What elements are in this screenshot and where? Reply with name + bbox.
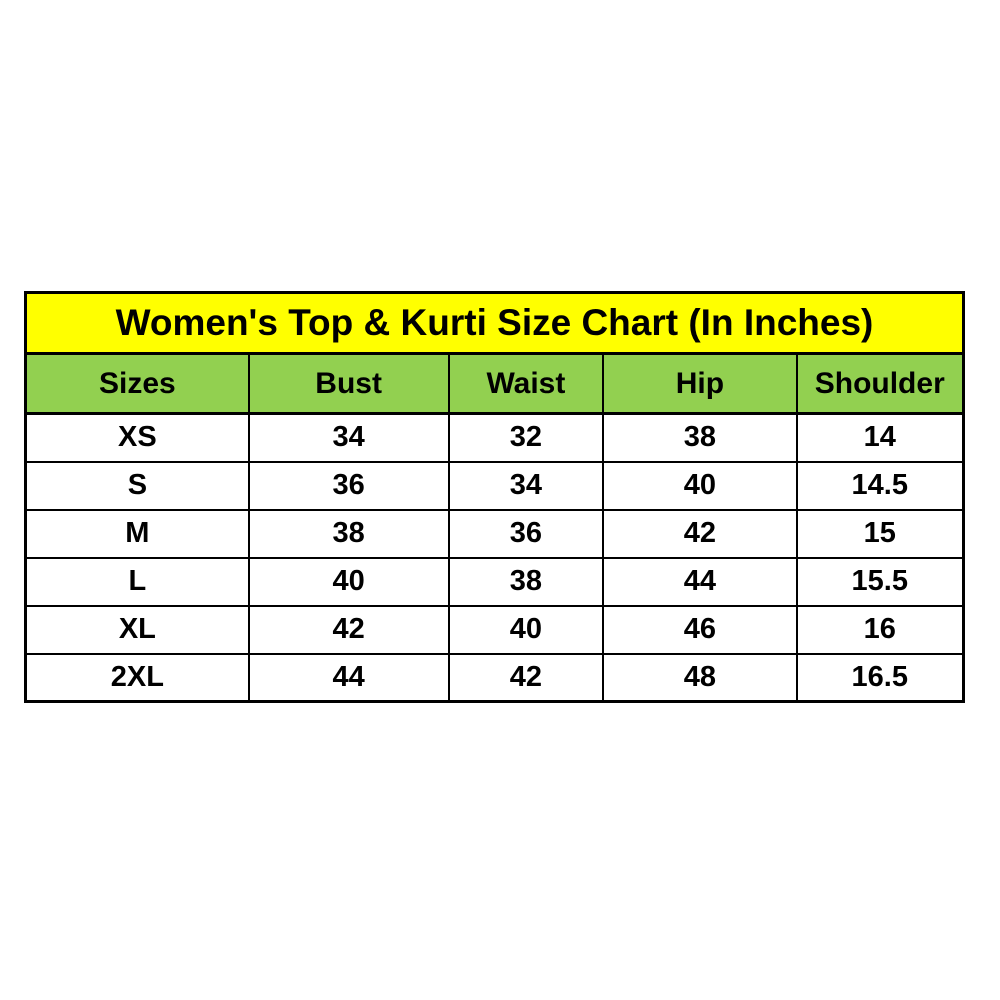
bust-value: 36 bbox=[247, 460, 450, 511]
waist-value: 36 bbox=[447, 508, 605, 559]
table-row-l: L 40 38 44 15.5 bbox=[24, 556, 965, 607]
column-header-waist: Waist bbox=[447, 352, 605, 415]
shoulder-value: 16 bbox=[795, 604, 965, 655]
shoulder-value: 16.5 bbox=[795, 652, 965, 703]
waist-value: 38 bbox=[447, 556, 605, 607]
column-header-bust: Bust bbox=[247, 352, 450, 415]
shoulder-value: 15 bbox=[795, 508, 965, 559]
hip-value: 46 bbox=[602, 604, 798, 655]
shoulder-value: 14.5 bbox=[795, 460, 965, 511]
waist-value: 34 bbox=[447, 460, 605, 511]
bust-value: 40 bbox=[247, 556, 450, 607]
waist-value: 42 bbox=[447, 652, 605, 703]
size-chart-table: Women's Top & Kurti Size Chart (In Inche… bbox=[24, 291, 965, 703]
title-row: Women's Top & Kurti Size Chart (In Inche… bbox=[24, 291, 965, 355]
hip-value: 42 bbox=[602, 508, 798, 559]
shoulder-value: 15.5 bbox=[795, 556, 965, 607]
bust-value: 38 bbox=[247, 508, 450, 559]
size-label: XL bbox=[24, 604, 250, 655]
table-row-xl: XL 42 40 46 16 bbox=[24, 604, 965, 655]
size-label: S bbox=[24, 460, 250, 511]
waist-value: 40 bbox=[447, 604, 605, 655]
shoulder-value: 14 bbox=[795, 412, 965, 463]
table-row-s: S 36 34 40 14.5 bbox=[24, 460, 965, 511]
column-header-shoulder: Shoulder bbox=[795, 352, 965, 415]
table-row-xs: XS 34 32 38 14 bbox=[24, 412, 965, 463]
chart-title: Women's Top & Kurti Size Chart (In Inche… bbox=[24, 291, 965, 355]
hip-value: 44 bbox=[602, 556, 798, 607]
bust-value: 42 bbox=[247, 604, 450, 655]
size-chart-container: Women's Top & Kurti Size Chart (In Inche… bbox=[24, 291, 965, 703]
column-header-row: Sizes Bust Waist Hip Shoulder bbox=[24, 352, 965, 415]
waist-value: 32 bbox=[447, 412, 605, 463]
size-label: M bbox=[24, 508, 250, 559]
column-header-hip: Hip bbox=[602, 352, 798, 415]
size-label: XS bbox=[24, 412, 250, 463]
size-label: 2XL bbox=[24, 652, 250, 703]
table-row-m: M 38 36 42 15 bbox=[24, 508, 965, 559]
column-header-sizes: Sizes bbox=[24, 352, 250, 415]
hip-value: 38 bbox=[602, 412, 798, 463]
bust-value: 34 bbox=[247, 412, 450, 463]
size-label: L bbox=[24, 556, 250, 607]
table-row-2xl: 2XL 44 42 48 16.5 bbox=[24, 652, 965, 703]
hip-value: 48 bbox=[602, 652, 798, 703]
bust-value: 44 bbox=[247, 652, 450, 703]
hip-value: 40 bbox=[602, 460, 798, 511]
